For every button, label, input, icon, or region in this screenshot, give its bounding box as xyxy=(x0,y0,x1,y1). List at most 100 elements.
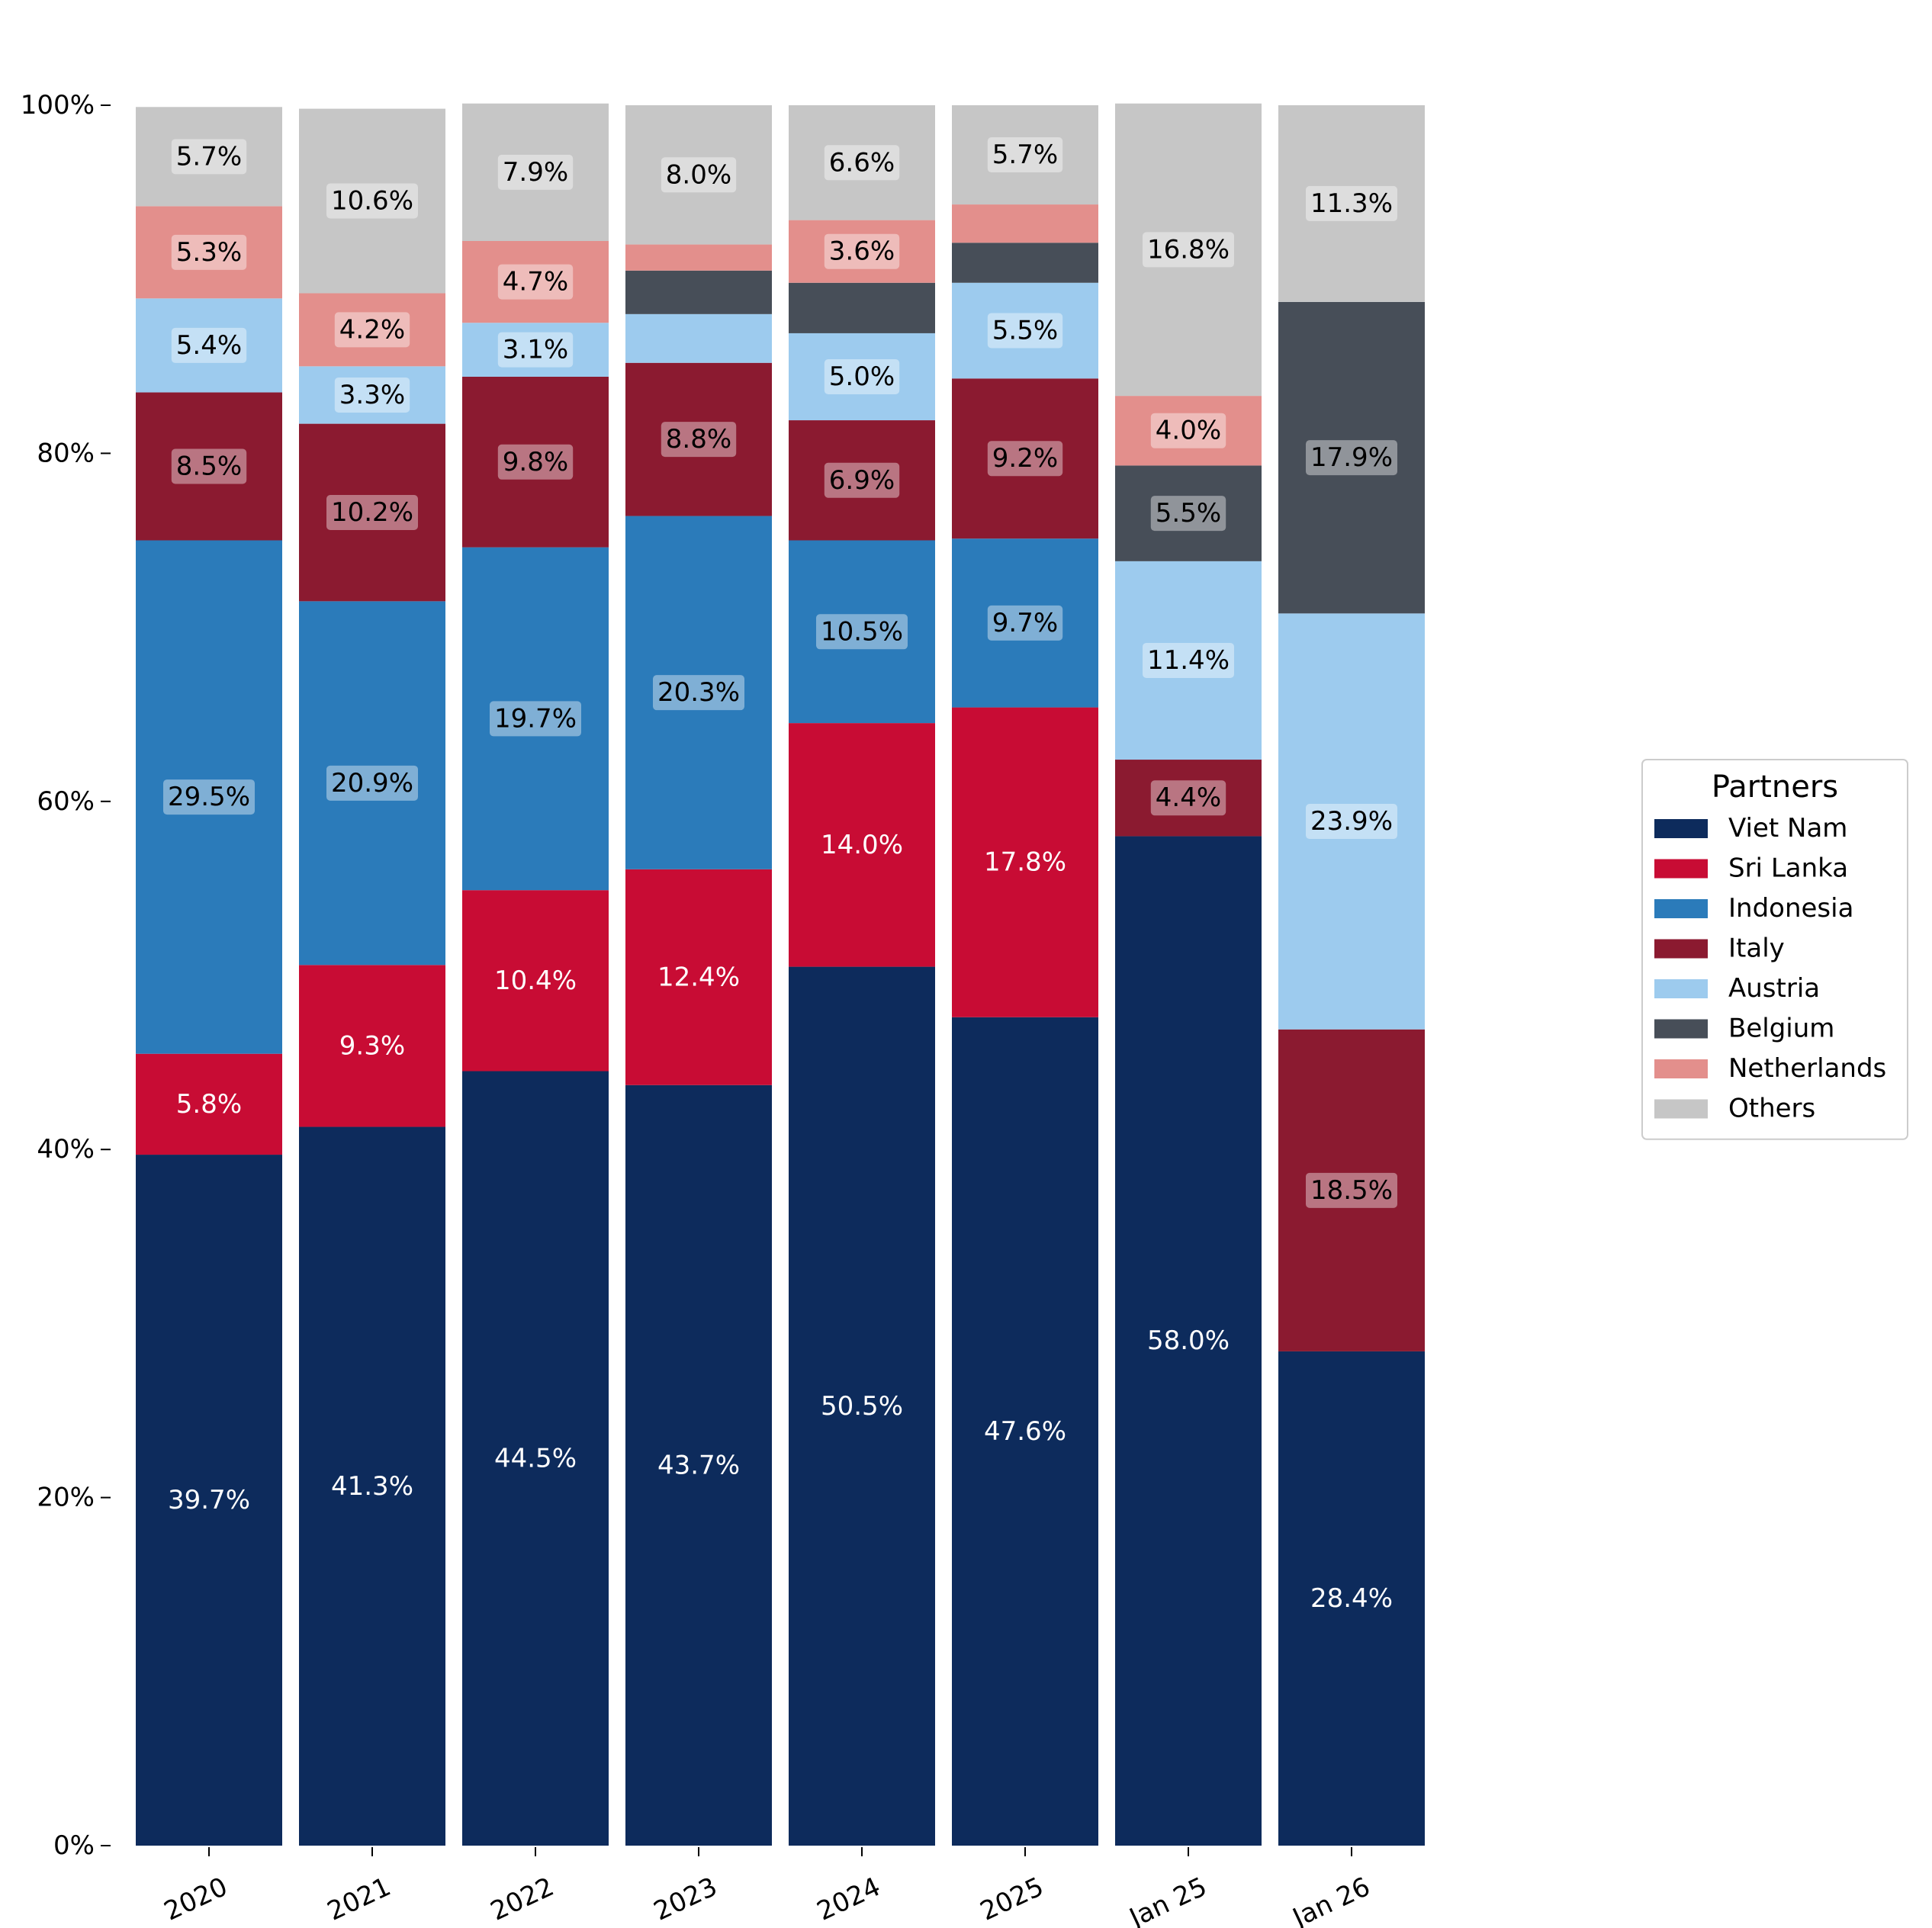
legend-swatch xyxy=(1654,899,1708,918)
data-label-text: 3.1% xyxy=(503,335,568,365)
bar-segment-others-2024 xyxy=(789,105,935,220)
bar-segment-netherlands-2021 xyxy=(299,293,445,367)
x-tick-label-2024: 2024 xyxy=(812,1872,885,1927)
bar-segment-italy-jan-25 xyxy=(1115,760,1262,837)
data-label-box xyxy=(162,779,256,815)
bar-segment-others-2023 xyxy=(625,105,772,245)
data-label-italy-jan-26: 18.5% xyxy=(1305,1172,1398,1208)
data-label-italy-2022: 9.8% xyxy=(497,444,574,480)
data-label-others-2021: 10.6% xyxy=(326,183,419,219)
data-label-box xyxy=(1150,496,1226,532)
data-label-box xyxy=(497,332,574,368)
data-label-italy-2020: 8.5% xyxy=(171,448,247,484)
data-label-austria-2020: 5.4% xyxy=(171,327,247,363)
data-label-text: 17.9% xyxy=(1310,442,1393,473)
legend-item-sri-lanka: Sri Lanka xyxy=(1654,853,1848,884)
data-label-box xyxy=(497,154,574,190)
bar-segment-austria-jan-26 xyxy=(1278,613,1425,1030)
legend-title: Partners xyxy=(1712,770,1838,805)
data-label-text: 11.3% xyxy=(1310,188,1393,219)
x-tick-label-2021: 2021 xyxy=(323,1872,395,1927)
legend-item-indonesia: Indonesia xyxy=(1654,893,1853,924)
data-label-box xyxy=(326,183,419,219)
legend-swatch xyxy=(1654,939,1708,959)
data-label-indonesia-2024: 10.5% xyxy=(815,614,908,650)
data-label-box xyxy=(1305,440,1398,476)
data-label-text: 9.7% xyxy=(992,608,1058,638)
data-label-box xyxy=(1305,804,1398,840)
bar-segment-indonesia-2020 xyxy=(136,540,282,1054)
x-tick-label-jan-26: Jan 26 xyxy=(1287,1872,1374,1928)
data-label-viet-nam-2025: 47.6% xyxy=(984,1416,1066,1447)
bar-segment-indonesia-2025 xyxy=(952,538,1098,708)
y-tick-label: 80% xyxy=(37,438,95,468)
y-tick-label: 20% xyxy=(37,1483,95,1513)
data-label-box xyxy=(987,441,1063,477)
legend-item-others: Others xyxy=(1654,1094,1815,1124)
bar-segment-sri-lanka-2022 xyxy=(462,890,609,1072)
data-label-netherlands-2020: 5.3% xyxy=(171,234,247,270)
data-label-text: 47.6% xyxy=(984,1416,1066,1447)
data-label-text: 5.7% xyxy=(992,140,1058,170)
data-label-viet-nam-2020: 39.7% xyxy=(168,1485,250,1515)
data-label-box xyxy=(334,377,410,413)
data-label-text: 5.5% xyxy=(992,316,1058,346)
data-label-text: 39.7% xyxy=(168,1485,250,1515)
data-label-text: 9.2% xyxy=(992,443,1058,474)
data-label-text: 4.4% xyxy=(1156,782,1221,813)
data-label-indonesia-2025: 9.7% xyxy=(987,605,1063,641)
data-label-text: 17.8% xyxy=(984,847,1066,878)
data-label-text: 58.0% xyxy=(1147,1326,1230,1356)
bar-segment-viet-nam-2021 xyxy=(299,1126,445,1846)
legend-swatch xyxy=(1654,1019,1708,1039)
data-label-box xyxy=(987,313,1063,349)
data-label-belgium-jan-25: 5.5% xyxy=(1150,496,1226,532)
data-label-box xyxy=(824,462,900,498)
data-label-text: 16.8% xyxy=(1147,234,1230,265)
bar-segment-others-2022 xyxy=(462,103,609,241)
data-label-text: 8.5% xyxy=(176,451,242,482)
bar-segment-viet-nam-2022 xyxy=(462,1071,609,1846)
y-tick-label: 0% xyxy=(53,1830,95,1861)
data-label-text: 20.3% xyxy=(657,677,740,708)
bar-segment-austria-2021 xyxy=(299,366,445,424)
data-label-italy-2025: 9.2% xyxy=(987,441,1063,477)
bar-segment-belgium-2025 xyxy=(952,243,1098,283)
data-label-text: 3.6% xyxy=(829,236,895,267)
legend-label: Italy xyxy=(1728,933,1785,964)
bar-segment-sri-lanka-2025 xyxy=(952,707,1098,1017)
bar-segment-italy-jan-26 xyxy=(1278,1029,1425,1351)
bar-segment-netherlands-2024 xyxy=(789,220,935,283)
data-label-sri-lanka-2021: 9.3% xyxy=(339,1030,405,1061)
data-label-text: 7.9% xyxy=(503,157,568,188)
data-label-text: 19.7% xyxy=(494,703,577,734)
bar-segment-others-jan-26 xyxy=(1278,105,1425,302)
bar-segment-italy-2020 xyxy=(136,392,282,541)
legend: Partners Viet Nam Sri Lanka Indonesia Italy A… xyxy=(1641,759,1908,1140)
data-label-text: 44.5% xyxy=(494,1443,577,1473)
bar-segment-italy-2025 xyxy=(952,378,1098,539)
data-label-sri-lanka-2022: 10.4% xyxy=(494,966,577,996)
bar-segment-austria-2023 xyxy=(625,313,772,363)
data-label-others-2025: 5.7% xyxy=(987,137,1063,173)
legend-label: Belgium xyxy=(1728,1014,1834,1044)
bar-segment-netherlands-2023 xyxy=(625,244,772,271)
data-label-sri-lanka-2023: 12.4% xyxy=(657,962,740,992)
x-tick-label-2022: 2022 xyxy=(486,1872,558,1927)
data-label-indonesia-2021: 20.9% xyxy=(326,765,419,801)
data-label-box xyxy=(171,327,247,363)
data-label-text: 10.4% xyxy=(494,966,577,996)
data-label-sri-lanka-2025: 17.8% xyxy=(984,847,1066,878)
data-label-viet-nam-2021: 41.3% xyxy=(331,1471,413,1502)
data-label-belgium-jan-26: 17.9% xyxy=(1305,440,1398,476)
bar-segment-indonesia-2023 xyxy=(625,516,772,869)
bar-segment-italy-2023 xyxy=(625,362,772,516)
data-label-others-2024: 6.6% xyxy=(824,145,900,181)
x-axis: 2020 2021 2022 2023 2024 2025 Jan 25 Jan 26 xyxy=(159,1847,1374,1928)
data-label-indonesia-2023: 20.3% xyxy=(652,675,745,711)
data-label-others-2022: 7.9% xyxy=(497,154,574,190)
data-label-austria-2024: 5.0% xyxy=(824,358,900,394)
segment-labels: 39.7% 5.8% 29.5% 8.5% 5.4% 5.3% 5.7% 41.3% 9.3% 2… xyxy=(162,137,1398,1614)
data-label-text: 20.9% xyxy=(331,768,413,799)
data-label-austria-jan-25: 11.4% xyxy=(1142,642,1235,678)
